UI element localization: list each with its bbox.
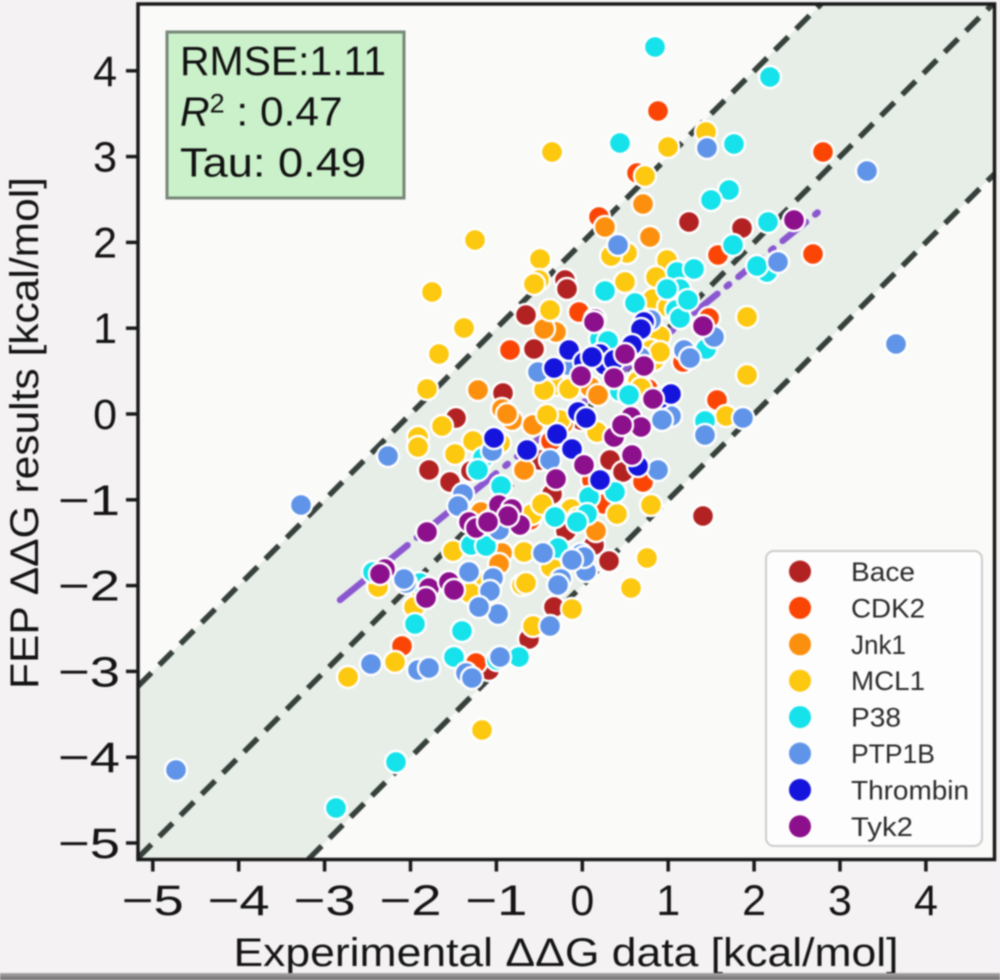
svg-text:1: 1 xyxy=(656,877,680,925)
svg-text:−3: −3 xyxy=(58,648,120,696)
svg-text:0: 0 xyxy=(570,877,594,925)
svg-text:3: 3 xyxy=(93,134,117,182)
svg-text:2: 2 xyxy=(742,877,766,925)
svg-text:Tau: 0.49: Tau: 0.49 xyxy=(180,140,366,186)
svg-text:RMSE:1.11: RMSE:1.11 xyxy=(180,38,386,84)
svg-text:3: 3 xyxy=(828,877,852,925)
svg-text:−5: −5 xyxy=(58,820,120,868)
svg-text:−2: −2 xyxy=(58,563,120,611)
svg-text:4: 4 xyxy=(914,877,938,925)
svg-text:FEP ΔΔG results [kcal/mol]: FEP ΔΔG results [kcal/mol] xyxy=(3,177,47,689)
svg-text:Jnk1: Jnk1 xyxy=(851,630,906,660)
svg-text:PTP1B: PTP1B xyxy=(851,739,935,769)
svg-text:2: 2 xyxy=(93,219,117,267)
svg-text:−1: −1 xyxy=(58,477,120,525)
svg-text:Tyk2: Tyk2 xyxy=(851,812,913,842)
svg-text:−5: −5 xyxy=(122,877,184,925)
svg-text:−1: −1 xyxy=(465,877,527,925)
svg-text:MCL1: MCL1 xyxy=(851,666,925,696)
svg-text:1: 1 xyxy=(93,305,117,353)
svg-text:CDK2: CDK2 xyxy=(851,593,925,623)
svg-text:Thrombin: Thrombin xyxy=(851,775,969,805)
svg-text:0: 0 xyxy=(93,391,117,439)
svg-text:−2: −2 xyxy=(380,877,442,925)
svg-text:4: 4 xyxy=(93,48,117,96)
svg-text:−4: −4 xyxy=(58,734,120,782)
svg-text:−3: −3 xyxy=(294,877,356,925)
svg-text:R2 : 0.47: R2 : 0.47 xyxy=(180,89,343,135)
svg-text:Bace: Bace xyxy=(851,557,915,587)
svg-text:−4: −4 xyxy=(208,877,270,925)
svg-text:Experimental ΔΔG data [kcal/mo: Experimental ΔΔG data [kcal/mol] xyxy=(234,931,899,975)
svg-text:P38: P38 xyxy=(851,703,901,733)
